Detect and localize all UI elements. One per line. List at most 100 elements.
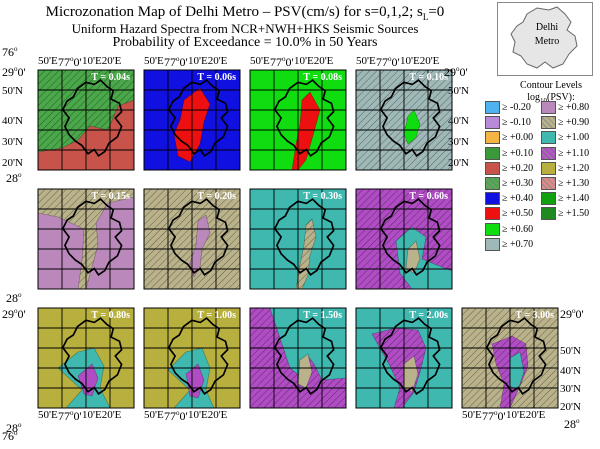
panel-frame: [37, 188, 135, 290]
legend-swatch: [485, 146, 500, 160]
delhi-boundary: [61, 317, 123, 395]
axis-label-lat-28-r1: 28o: [6, 291, 22, 305]
inset-label-metro: Metro: [535, 36, 559, 47]
panel-period-label: T = 0.60s: [409, 191, 448, 202]
axis-label-lon-bot-10e20e-4: 10'E20'E: [506, 409, 546, 421]
axis-label-lon-50e-3: 50'E: [356, 55, 376, 67]
psv-map-panel: T = 0.06s: [143, 69, 241, 171]
axis-label-lon-bot-50e-0: 50'E: [38, 409, 58, 421]
axis-label-lat-50-r2-right: 50'N: [560, 345, 581, 357]
psv-map-panel: T = 1.50s: [249, 307, 347, 409]
legend-entry: ≥ +1.50: [541, 207, 589, 221]
axis-label-lat-50-r0: 50'N: [2, 85, 23, 97]
legend-entry: ≥ +0.30: [485, 177, 533, 190]
panel-frame: [37, 307, 135, 409]
axis-label-lat-30-r2-right: 30'N: [560, 383, 581, 395]
axis-label-lat-29-r0: 29o0': [2, 65, 26, 79]
legend-label: ≥ +0.30: [502, 177, 534, 189]
legend-label: ≥ +1.00: [558, 132, 590, 144]
legend-label: ≥ +0.60: [502, 223, 534, 235]
legend-swatch: [541, 192, 556, 206]
delhi-boundary: [485, 317, 547, 395]
axis-label-lon-bot-77-1: 77o0': [164, 409, 188, 423]
axis-label-lon-bot-77-0: 77o0': [58, 409, 82, 423]
axis-label-lat-40-r0: 40'N: [2, 115, 23, 127]
panel-frame: [461, 307, 559, 409]
legend-swatch: [485, 222, 500, 236]
legend-swatch: [485, 101, 500, 114]
legend-label: ≥ -0.20: [502, 101, 531, 113]
legend-swatch: [485, 131, 500, 145]
psv-map-panel: T = 0.08s: [249, 69, 347, 171]
panel-period-label: T = 0.80s: [91, 310, 130, 321]
axis-label-lat-20-r0: 20'N: [2, 157, 23, 169]
axis-label-lat-30-r0: 30'N: [2, 136, 23, 148]
legend-entry: ≥ +0.50: [485, 207, 533, 221]
legend-label: ≥ +0.10: [502, 147, 534, 159]
legend-label: ≥ +0.80: [558, 101, 590, 113]
legend-entry: ≥ +0.40: [485, 192, 533, 206]
panel-period-label: T = 0.08s: [303, 72, 342, 83]
delhi-boundary: [167, 198, 229, 276]
axis-label-lat-29-r2: 29o0': [2, 307, 26, 321]
legend-label: ≥ +1.40: [558, 192, 590, 204]
legend-entry: ≥ +0.90: [541, 116, 589, 130]
psv-map-panel: T = 0.30s: [249, 188, 347, 290]
panel-period-label: T = 3.00s: [515, 310, 554, 321]
axis-label-lon-10e20e-3: 10'E20'E: [400, 55, 440, 67]
legend-swatch: [541, 161, 556, 175]
legend-entry: ≥ +1.00: [541, 131, 590, 145]
delhi-metro-inset-map: Delhi Metro: [497, 2, 593, 76]
legend-label: ≥ +0.20: [502, 162, 534, 174]
legend-entry: ≥ +0.10: [485, 146, 534, 160]
delhi-outline-shape: [510, 6, 578, 69]
delhi-boundary: [379, 198, 441, 276]
axis-label-lat-29-r2-right: 29o0': [560, 307, 584, 321]
panel-period-label: T = 1.00s: [197, 310, 236, 321]
panel-period-label: T = 0.15s: [91, 191, 130, 202]
panel-frame: [249, 188, 347, 290]
legend-swatch: [485, 192, 500, 206]
inset-label-delhi: Delhi: [536, 22, 558, 33]
legend-swatch: [541, 146, 556, 160]
axis-label-lon-bot-10e20e-0: 10'E20'E: [82, 409, 122, 421]
legend-label: ≥ +1.30: [558, 177, 590, 189]
panel-period-label: T = 0.20s: [197, 191, 236, 202]
legend-label: ≥ +1.10: [558, 147, 590, 159]
axis-label-lon-77-3: 77o0': [376, 55, 400, 69]
panel-frame: [143, 188, 241, 290]
axis-label-lon-50e-1: 50'E: [144, 55, 164, 67]
legend-entry: ≥ +0.80: [541, 101, 589, 114]
axis-label-lat-20-r2-right: 20'N: [560, 401, 581, 413]
delhi-boundary: [61, 198, 123, 276]
legend-entry: ≥ +0.20: [485, 161, 534, 175]
axis-label-lon-10e20e-1: 10'E20'E: [188, 55, 228, 67]
axis-label-lon-77-1: 77o0': [164, 55, 188, 69]
panel-contour-zone: [189, 214, 211, 278]
psv-map-panel: T = 2.00s: [355, 307, 453, 409]
axis-label-lat-29-r0-right: 29o0': [444, 65, 468, 79]
panel-period-label: T = 0.04s: [91, 72, 130, 83]
panel-period-label: T = 0.10s: [409, 72, 448, 83]
panel-period-label: T = 2.00s: [409, 310, 448, 321]
legend-entry: ≥ -0.10: [485, 116, 531, 130]
legend-swatch: [485, 237, 500, 251]
delhi-boundary: [379, 317, 441, 395]
legend-label: ≥ +1.20: [558, 162, 590, 174]
panel-frame: [249, 307, 347, 409]
legend-swatch: [541, 131, 556, 145]
axis-label-lon-50e-0: 50'E: [38, 55, 58, 67]
legend-entry: ≥ +1.20: [541, 161, 590, 175]
delhi-boundary: [273, 317, 335, 395]
delhi-boundary: [61, 79, 123, 157]
psv-map-panel: T = 0.15s: [37, 188, 135, 290]
psv-map-panel: T = 0.80s: [37, 307, 135, 409]
axis-label-lat-28-r2-right: 28o: [564, 417, 580, 431]
legend-swatch: [485, 116, 500, 130]
map-subtitle-sources: Uniform Hazard Spectra from NCR+NWH+HKS …: [71, 21, 419, 36]
legend-swatch: [541, 177, 556, 190]
delhi-boundary: [273, 79, 335, 157]
axis-label-lon-bot-10e20e-1: 10'E20'E: [188, 409, 228, 421]
legend-swatch: [485, 161, 500, 175]
